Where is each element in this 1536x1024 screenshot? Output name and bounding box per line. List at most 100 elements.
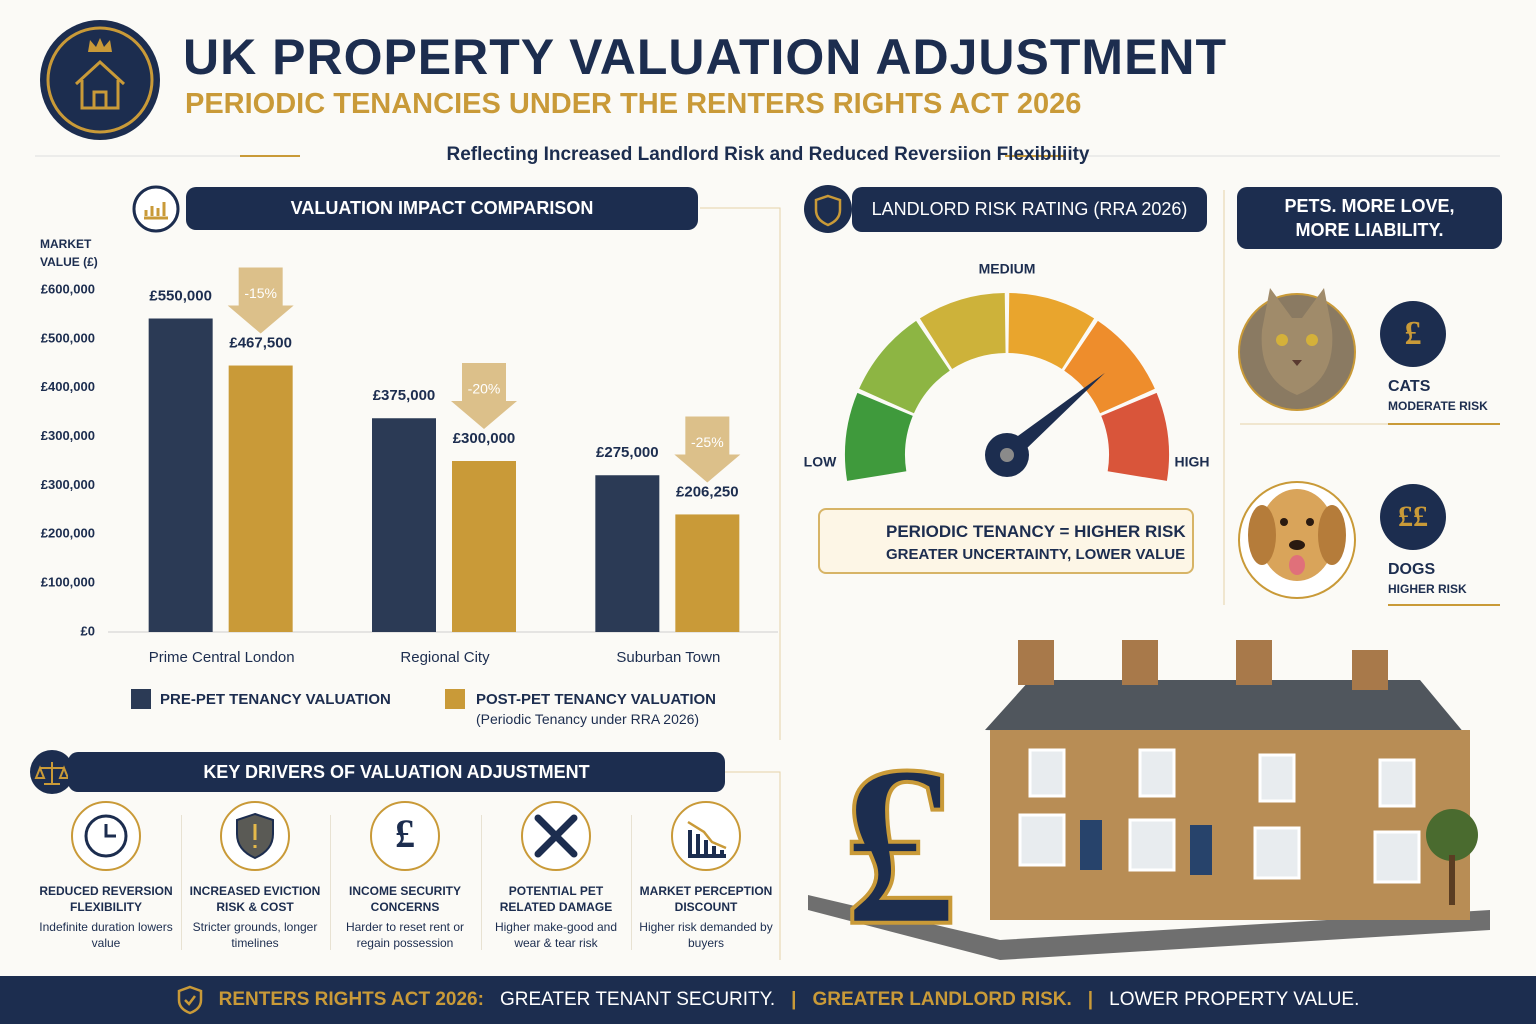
bar [148, 318, 213, 632]
bar [372, 418, 436, 632]
pet-name: CATS [1388, 378, 1431, 395]
driver-text: Higher make-good and wear & tear risk [494, 920, 618, 950]
dog-image [1280, 518, 1288, 526]
door [1190, 825, 1212, 875]
legend-swatch [131, 689, 151, 709]
change-label: -25% [691, 434, 724, 450]
change-arrow [674, 416, 741, 483]
driver-icon [104, 824, 116, 838]
divider [700, 207, 781, 740]
window [1128, 818, 1176, 872]
window [1258, 753, 1296, 803]
dog-image [1318, 505, 1346, 565]
y-tick-label: £300,000 [41, 477, 95, 492]
driver: INCOME SECURITY CONCERNS Harder to reset … [332, 883, 478, 951]
data-label: £550,000 [149, 287, 212, 304]
gauge-label: HIGH [1175, 454, 1210, 470]
logo-ring [46, 26, 154, 134]
window [1018, 813, 1066, 867]
house-illustration: £ [808, 640, 1490, 975]
gauge-segment [859, 320, 950, 414]
section-icon [804, 185, 852, 233]
driver-text: Indefinite duration lowers value [39, 920, 173, 950]
y-tick-label: £400,000 [41, 379, 95, 394]
y-axis-label: MARKET VALUE (£) [40, 237, 98, 269]
footer-label: RENTERS RIGHTS ACT 2026: [218, 989, 484, 1010]
street [808, 895, 1490, 960]
chimney [1122, 640, 1158, 685]
driver-divider [631, 815, 632, 950]
callout-text: GREATER UNCERTAINTY, LOWER VALUE [886, 546, 1186, 563]
legend-note: (Periodic Tenancy under RRA 2026) [476, 711, 700, 727]
bar [595, 475, 660, 632]
driver-divider [180, 815, 182, 950]
y-tick-label: £600,000 [41, 281, 95, 296]
divider [725, 771, 781, 960]
section-icon [144, 202, 168, 220]
y-tick-label: £100,000 [41, 575, 95, 590]
footer: RENTERS RIGHTS ACT 2026: GREATER TENANT … [0, 976, 1536, 1024]
drivers-title: KEY DRIVERS OF VALUATION ADJUSTMENT [68, 752, 725, 792]
driver: POTENTIAL PET RELATED DAMAGE Higher make-… [483, 883, 629, 951]
driver-icon [534, 814, 578, 858]
separator: | [791, 989, 797, 1010]
callout: PERIODIC TENANCY = HIGHER RISK GREATER U… [818, 508, 1194, 574]
tree [1449, 855, 1455, 905]
pet-symbol-badge [1380, 301, 1446, 367]
dog-image [1259, 489, 1335, 581]
footer-icon [177, 985, 202, 1015]
cat-image [1261, 288, 1333, 395]
gauge-label: MEDIUM [979, 261, 1036, 277]
chimney [1018, 640, 1054, 685]
driver-icon [687, 820, 727, 850]
chart-title: VALUATION IMPACT COMPARISON [186, 187, 698, 230]
driver-divider [480, 815, 482, 950]
driver-icon [84, 814, 128, 858]
driver-icon [370, 801, 440, 871]
bar [228, 365, 293, 632]
pet-name: DOGS [1388, 561, 1436, 578]
pet-symbol-badge [1380, 484, 1446, 550]
bar [675, 514, 740, 632]
driver-divider [330, 815, 331, 950]
gauge-segment [844, 392, 913, 481]
driver-title: REDUCED REVERSION FLEXIBILITY [39, 884, 173, 914]
section-icon [132, 185, 180, 233]
driver-icons: £ [71, 801, 741, 871]
data-label: £467,500 [229, 334, 292, 351]
window [1028, 748, 1066, 798]
change-arrow [451, 363, 517, 429]
driver-icon-symbol: £ [395, 811, 415, 856]
roof [985, 680, 1470, 740]
change-label: -20% [468, 381, 501, 397]
change-arrow [227, 267, 294, 334]
legend-label: PRE-PET TENANCY VALUATION [160, 691, 391, 708]
y-tick-label: £200,000 [41, 526, 95, 541]
pet-symbol: £ [1405, 315, 1422, 352]
gauge-needle [1001, 372, 1106, 462]
window [1138, 748, 1176, 798]
logo [40, 20, 160, 140]
dog-image [1306, 518, 1314, 526]
data-label: £275,000 [596, 444, 659, 461]
section-icon [34, 762, 70, 785]
chimney [1352, 650, 1388, 690]
footer-point: GREATER LANDLORD RISK. [812, 989, 1072, 1010]
chimney [1236, 640, 1272, 685]
pound-sculpture: £ [843, 718, 958, 973]
callout-title: PERIODIC TENANCY = HIGHER RISK [886, 522, 1186, 541]
window [1378, 758, 1416, 808]
driver-title: MARKET PERCEPTION DISCOUNT [639, 884, 773, 914]
legend-label: POST-PET TENANCY VALUATION [476, 691, 716, 708]
door [1080, 820, 1102, 870]
gauge-segment [1008, 293, 1095, 370]
legend-swatch [445, 689, 465, 709]
driver-title: POTENTIAL PET RELATED DAMAGE [499, 884, 613, 914]
data-label: £300,000 [453, 430, 516, 447]
x-tick-label: Suburban Town [616, 649, 720, 666]
x-tick-label: Prime Central London [149, 649, 295, 666]
driver-title: INCREASED EVICTION RISK & COST [189, 884, 321, 914]
y-tick-label: £500,000 [41, 330, 95, 345]
data-label: £375,000 [373, 387, 436, 404]
